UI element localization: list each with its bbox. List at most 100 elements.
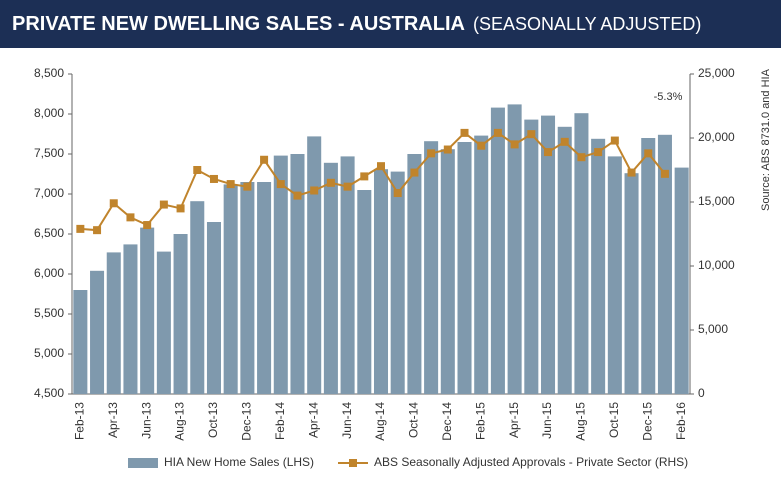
bar: [273, 155, 288, 394]
legend-marker: [349, 459, 357, 467]
bar: [591, 138, 606, 394]
bar: [457, 142, 472, 394]
bar: [624, 173, 639, 394]
line-marker: [226, 180, 235, 189]
line-marker: [159, 200, 168, 209]
legend-swatch: [128, 458, 158, 468]
line-marker: [410, 168, 419, 177]
bar: [290, 154, 305, 394]
x-tick-label: Aug-15: [574, 402, 588, 441]
line-marker: [243, 182, 252, 191]
bar: [357, 190, 372, 394]
line-marker: [260, 155, 269, 164]
annotation: -5.3%: [654, 91, 683, 103]
bar: [474, 135, 489, 394]
line-marker: [510, 140, 519, 149]
x-tick-label: Dec-15: [640, 402, 654, 441]
y2-tick-label: 10,000: [698, 258, 735, 272]
x-tick-label: Apr-14: [306, 402, 320, 438]
y-tick-label: 5,500: [34, 306, 64, 320]
line-marker: [660, 169, 669, 178]
line-marker: [477, 141, 486, 150]
bar: [524, 119, 539, 394]
bar: [190, 201, 205, 394]
chart-title-group: PRIVATE NEW DWELLING SALES - AUSTRALIA (S…: [12, 13, 701, 35]
line-marker: [93, 226, 102, 235]
bar: [607, 156, 622, 394]
line-marker: [143, 221, 152, 230]
x-tick-label: Apr-13: [106, 402, 120, 438]
bar: [657, 134, 672, 395]
bar: [574, 113, 589, 394]
y-tick-label: 6,000: [34, 266, 64, 280]
line-marker: [544, 148, 553, 157]
legend-label: ABS Seasonally Adjusted Approvals - Priv…: [374, 455, 688, 469]
x-tick-label: Dec-14: [440, 402, 454, 441]
line-marker: [126, 213, 135, 222]
bar: [90, 270, 105, 394]
line-marker: [310, 186, 319, 195]
bar: [73, 290, 88, 394]
bar: [407, 154, 422, 394]
line-marker: [209, 174, 218, 183]
x-tick-label: Feb-15: [473, 402, 487, 440]
y2-tick-label: 15,000: [698, 194, 735, 208]
line-marker: [109, 199, 118, 208]
bar: [123, 244, 138, 394]
bar: [140, 227, 155, 394]
bar: [206, 222, 221, 394]
bar: [156, 251, 171, 394]
title-banner: [0, 0, 781, 48]
bar: [323, 162, 338, 394]
bar: [307, 136, 322, 394]
x-tick-label: Jun-15: [540, 402, 554, 439]
bar: [240, 182, 255, 394]
y-tick-label: 8,500: [34, 66, 64, 80]
y2-tick-label: 25,000: [698, 66, 735, 80]
y-tick-label: 7,000: [34, 186, 64, 200]
chart-subtitle: (SEASONALLY ADJUSTED): [473, 14, 701, 34]
bar: [507, 104, 522, 395]
line-marker: [443, 145, 452, 154]
x-tick-label: Feb-13: [73, 402, 87, 440]
bar: [390, 171, 405, 394]
x-tick-label: Apr-15: [507, 402, 521, 438]
bar: [223, 184, 238, 394]
line-marker: [326, 178, 335, 187]
y2-tick-label: 5,000: [698, 322, 728, 336]
line-marker: [627, 168, 636, 177]
line-marker: [193, 166, 202, 174]
line-marker: [393, 189, 402, 198]
x-tick-label: Aug-13: [173, 402, 187, 441]
x-tick-label: Oct-14: [407, 402, 421, 438]
line-marker: [610, 136, 619, 145]
line-marker: [343, 182, 352, 191]
bar: [257, 182, 272, 394]
line-marker: [360, 172, 369, 181]
line-marker: [594, 148, 603, 157]
bar: [641, 138, 656, 394]
line-marker: [644, 149, 653, 158]
legend-label: HIA New Home Sales (LHS): [164, 455, 314, 469]
y2-tick-label: 20,000: [698, 130, 735, 144]
line-marker: [176, 204, 185, 213]
x-tick-label: Jun-14: [340, 402, 354, 439]
bar: [557, 126, 572, 395]
y-tick-label: 4,500: [34, 386, 64, 400]
bar: [106, 252, 121, 394]
line-marker: [276, 180, 285, 189]
x-tick-label: Oct-13: [206, 402, 220, 438]
chart-title: PRIVATE NEW DWELLING SALES - AUSTRALIA: [12, 13, 465, 35]
bar: [173, 234, 188, 394]
y-tick-label: 5,000: [34, 346, 64, 360]
line-marker: [560, 137, 569, 146]
bar: [424, 141, 439, 394]
y-tick-label: 7,500: [34, 146, 64, 160]
bar: [490, 107, 505, 394]
bar: [674, 167, 689, 394]
bar: [541, 115, 556, 394]
x-tick-label: Dec-13: [240, 402, 254, 441]
x-tick-label: Jun-13: [139, 402, 153, 439]
x-tick-label: Feb-14: [273, 402, 287, 440]
